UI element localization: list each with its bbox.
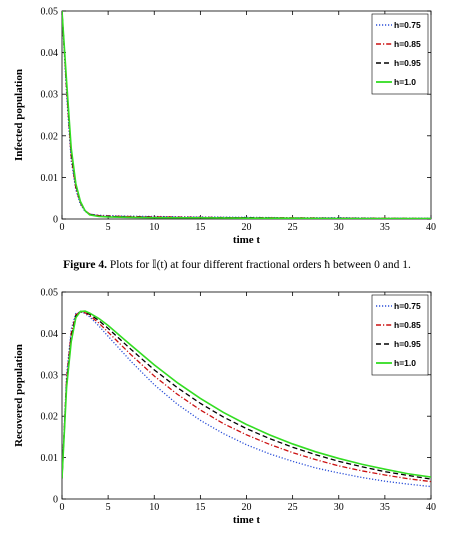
recovered-population-chart: 0 5 10 15 20 25 30 35 40 0 0.01 0.02 0.03 0.04 0.05 tim…	[0, 284, 474, 533]
plot-frame	[61, 291, 432, 500]
figure-caption-text: Plots for 𝕀(t) at four different fractio…	[109, 259, 411, 271]
y-axis-label: Infected population	[13, 69, 25, 161]
series-line-h-1-0	[62, 310, 431, 479]
x-tick-label: 30	[334, 502, 344, 513]
legend-label: h=0.85	[394, 320, 421, 330]
y-tick-label: 0.01	[41, 173, 59, 184]
series-line-h-1-0	[62, 11, 431, 219]
y-tick-label: 0	[53, 495, 58, 506]
legend-label: h=1.0	[394, 77, 416, 87]
plot-frame	[61, 10, 432, 220]
x-tick-label: 25	[288, 222, 298, 233]
y-tick-label: 0.01	[41, 453, 59, 464]
x-tick-label: 20	[242, 222, 252, 233]
legend-label: h=0.75	[394, 20, 421, 30]
y-axis-label: Recovered population	[13, 344, 25, 447]
x-tick-label: 40	[426, 222, 436, 233]
chart-svg-infected: 0 5 10 15 20 25 30 35 40 0 0.01 0.02 0.03 0.04 0.05 tim…	[13, 7, 436, 247]
legend-box	[371, 13, 429, 95]
x-tick-label: 0	[60, 502, 65, 513]
y-tick-label: 0.02	[41, 131, 59, 142]
figure-caption-label: Figure 4.	[63, 259, 108, 271]
x-tick-label: 25	[288, 502, 298, 513]
y-tick-label: 0.03	[41, 370, 59, 381]
legend-box	[371, 294, 429, 376]
legend-label: h=0.95	[394, 339, 421, 349]
x-tick-label: 0	[60, 222, 65, 233]
y-tick-label: 0.02	[41, 412, 59, 423]
y-tick-label: 0.03	[41, 90, 59, 101]
figure-caption: Figure 4. Plots for 𝕀(t) at four differe…	[0, 257, 474, 271]
infected-population-chart: 0 5 10 15 20 25 30 35 40 0 0.01 0.02 0.03 0.04 0.05 tim…	[0, 0, 474, 250]
x-tick-label: 10	[149, 222, 159, 233]
x-tick-label: 30	[334, 222, 344, 233]
legend-label: h=0.95	[394, 58, 421, 68]
y-tick-label: 0.04	[41, 329, 59, 340]
y-tick-label: 0.04	[41, 48, 59, 59]
x-tick-label: 5	[106, 222, 111, 233]
y-tick-label: 0	[53, 215, 58, 226]
legend-label: h=1.0	[394, 358, 416, 368]
x-axis-label: time t	[233, 514, 261, 526]
x-tick-label: 15	[195, 502, 205, 513]
x-tick-label: 20	[242, 502, 252, 513]
x-tick-label: 15	[195, 222, 205, 233]
x-axis-label: time t	[233, 234, 261, 246]
x-tick-label: 35	[380, 222, 390, 233]
x-tick-label: 10	[149, 502, 159, 513]
legend-label: h=0.85	[394, 39, 421, 49]
x-tick-label: 40	[426, 502, 436, 513]
y-tick-label: 0.05	[41, 7, 59, 18]
chart-svg-recovered: 0 5 10 15 20 25 30 35 40 0 0.01 0.02 0.03 0.04 0.05 tim…	[13, 288, 436, 527]
x-tick-label: 5	[106, 502, 111, 513]
y-tick-label: 0.05	[41, 288, 59, 299]
legend-label: h=0.75	[394, 301, 421, 311]
series-line-h-0-95	[62, 310, 431, 480]
x-tick-label: 35	[380, 502, 390, 513]
